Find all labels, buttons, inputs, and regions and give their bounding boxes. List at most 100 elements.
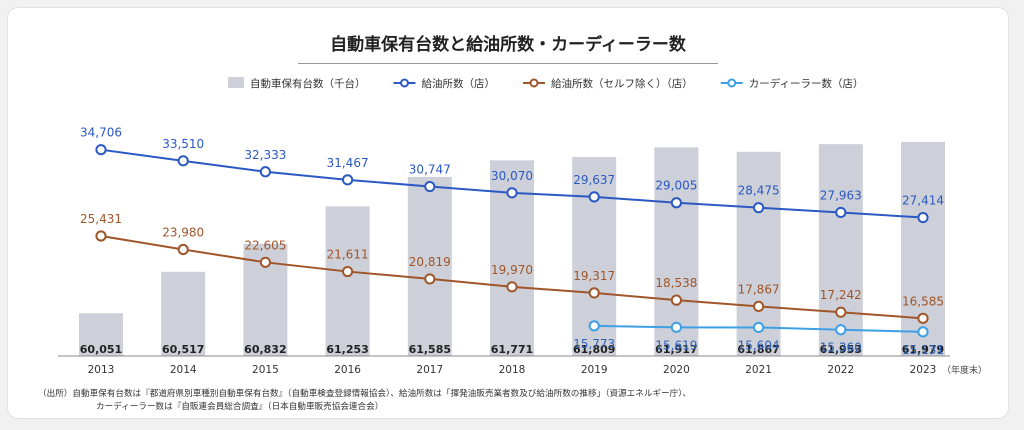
data-label: 29,005 — [655, 179, 697, 193]
bar-value-label: 60,051 — [80, 343, 122, 356]
data-point — [917, 211, 929, 224]
bar — [818, 144, 863, 356]
data-point — [424, 180, 436, 193]
data-point — [95, 230, 107, 242]
bar — [161, 271, 206, 356]
data-label: 15,360 — [820, 341, 862, 355]
data-label: 15,131 — [902, 343, 944, 357]
data-point — [753, 202, 765, 214]
data-label: 33,510 — [162, 137, 204, 151]
data-label: 20,819 — [409, 255, 451, 269]
data-point — [177, 155, 189, 167]
data-point — [259, 256, 271, 268]
x-tick-label: 2023 — [910, 364, 937, 376]
data-label: 30,070 — [491, 169, 533, 183]
chart-title: 自動車保有台数と給油所数・カーディーラー数 — [330, 35, 686, 55]
bar-value-label: 61,867 — [737, 343, 779, 356]
bar-value-label: 60,517 — [162, 343, 204, 356]
source-note: （出所）自動車保有台数は『都道府県別車種別自動車保有台数』（自動車検査登録情報協… — [38, 388, 691, 414]
data-point — [917, 326, 929, 338]
bar-value-label: 61,809 — [573, 343, 615, 356]
data-label: 15,773 — [573, 337, 615, 351]
bar — [654, 147, 699, 356]
data-label: 15,604 — [738, 338, 780, 352]
legend-label: 自動車保有台数（千台） — [250, 77, 366, 90]
legend-marker — [727, 78, 737, 88]
data-point — [588, 191, 600, 203]
data-point — [753, 321, 765, 334]
bar-value-label: 61,585 — [409, 343, 451, 356]
data-point — [753, 300, 765, 313]
data-label: 21,611 — [327, 248, 369, 262]
bar-value-label: 61,253 — [326, 343, 368, 356]
data-label: 29,637 — [573, 173, 615, 187]
x-tick-label: 2022 — [827, 364, 854, 376]
data-label: 28,475 — [738, 184, 780, 198]
x-tick-label: 2019 — [581, 364, 608, 376]
data-label: 27,414 — [902, 194, 944, 208]
legend-label: 給油所数（店） — [422, 77, 496, 90]
source-line-1: （出所）自動車保有台数は『都道府県別車種別自動車保有台数』（自動車検査登録情報協… — [38, 389, 692, 399]
bar-value-label: 61,771 — [491, 343, 533, 356]
data-label: 27,963 — [820, 188, 862, 202]
data-point — [177, 243, 189, 256]
x-tick-label: 2016 — [334, 364, 361, 376]
legend-label: 給油所数（セルフ除く）（店） — [551, 77, 693, 90]
data-point — [424, 273, 436, 285]
data-label: 25,431 — [80, 212, 122, 226]
data-point — [835, 324, 847, 336]
data-point — [588, 320, 600, 332]
data-label: 16,585 — [902, 294, 944, 308]
x-axis: 2013 2014 2015 2016 2017 2018 2019 2020 2021 2022… — [58, 355, 987, 376]
legend-marker — [529, 78, 539, 88]
bar-value-label: 61,917 — [655, 343, 697, 356]
x-tick-label: 2014 — [170, 364, 197, 376]
bar-value-label: 61,979 — [902, 343, 944, 356]
data-point — [670, 197, 683, 209]
data-label: 17,867 — [738, 282, 780, 296]
bar-value-label: 60,832 — [244, 343, 286, 356]
x-axis-unit: （年度末） — [942, 364, 987, 376]
data-point — [835, 306, 847, 318]
data-label: 15,619 — [655, 338, 697, 352]
data-point — [670, 294, 683, 306]
data-point — [670, 321, 683, 333]
data-label: 31,467 — [327, 156, 369, 170]
data-point — [835, 206, 847, 219]
bar — [325, 206, 370, 356]
data-point — [588, 287, 600, 299]
data-point — [342, 265, 354, 278]
x-tick-label: 2018 — [499, 364, 526, 376]
legend-marker — [400, 78, 409, 88]
x-tick-label: 2013 — [88, 364, 115, 376]
legend-label: カーディーラー数（店） — [749, 77, 864, 90]
data-label: 17,242 — [820, 288, 862, 302]
data-label: 22,605 — [244, 238, 286, 252]
source-line-2: カーディーラー数は『自販連会員総合調査』（日本自動車販売協会連合会） — [96, 402, 384, 412]
data-point — [259, 166, 271, 178]
data-label: 34,706 — [80, 126, 122, 140]
data-label: 32,333 — [244, 148, 286, 162]
data-point — [917, 312, 929, 324]
data-label: 19,317 — [573, 269, 615, 283]
data-point — [506, 281, 518, 293]
bar-value-label: 61,953 — [820, 343, 862, 356]
bar — [407, 176, 452, 356]
data-label: 30,747 — [409, 163, 451, 177]
title-underline — [298, 63, 718, 64]
data-point — [95, 144, 107, 156]
data-label: 18,538 — [655, 276, 697, 290]
data-label: 23,980 — [162, 226, 204, 240]
x-tick-label: 2017 — [416, 364, 443, 376]
data-point — [506, 187, 518, 199]
data-label: 19,970 — [491, 263, 533, 277]
legend: 自動車保有台数（千台） 給油所数（店） 給油所数（セルフ除く）（店） カーディーラー数… — [228, 77, 864, 90]
x-tick-label: 2021 — [745, 364, 772, 376]
data-point — [342, 174, 354, 186]
bar — [79, 313, 123, 356]
x-tick-label: 2020 — [663, 364, 690, 376]
line-series: 34,706 33,510 32,333 31,467 30,747 30,070 29,6… — [80, 126, 944, 357]
x-tick-label: 2015 — [252, 364, 279, 376]
legend-swatch — [228, 77, 244, 88]
